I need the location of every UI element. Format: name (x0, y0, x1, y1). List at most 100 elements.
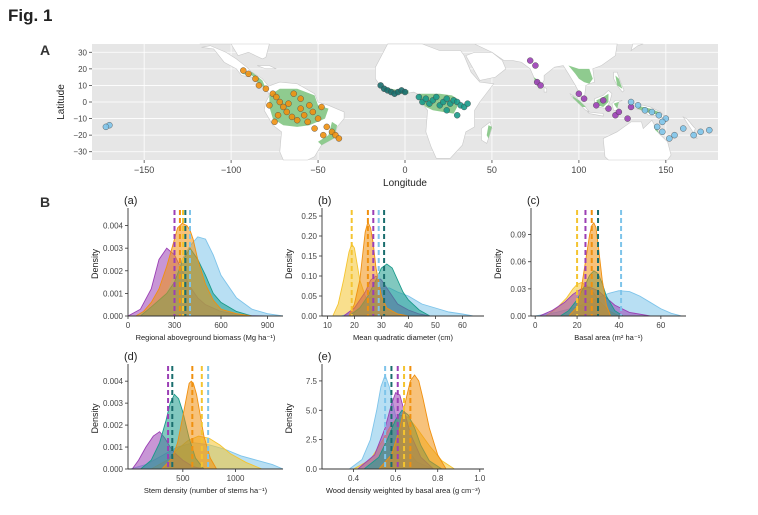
map-plot-point (245, 70, 252, 78)
y-tick-label: 0.10 (301, 272, 317, 281)
forest-madagascar (486, 125, 492, 139)
map-plot-point (271, 118, 278, 126)
map-plot-point (283, 108, 290, 116)
map-plot-point (262, 85, 270, 92)
y-axis-title: Density (90, 403, 100, 434)
map-plot-point (634, 102, 642, 109)
x-tick-label: 1.0 (474, 474, 486, 483)
map-plot-point (290, 90, 297, 97)
density-curve (134, 222, 253, 317)
x-axis-title: Wood density weighted by basal area (g c… (326, 486, 481, 495)
map-y-tick-label: −10 (73, 115, 87, 124)
x-tick-label: 40 (404, 321, 413, 330)
forest-southeast-asia (568, 65, 593, 84)
forest-atlantic (318, 121, 338, 146)
map-plot-point (297, 95, 304, 102)
map-y-tick-label: 0 (83, 98, 88, 107)
map-y-axis-title: Latitude (56, 84, 67, 120)
land-japan (630, 43, 644, 52)
x-axis-title: Regional aboveground biomass (Mg ha⁻¹) (136, 333, 276, 342)
y-tick-label: 0.001 (103, 443, 124, 452)
map-plot-point (527, 57, 534, 64)
map-plot-point (532, 62, 539, 69)
map-plot-point (655, 112, 663, 119)
y-tick-label: 0.003 (103, 244, 124, 253)
x-tick-label: 300 (168, 321, 182, 330)
map-y-tick-label: 20 (78, 65, 87, 74)
density-panel-d: (d) 0.000 0.001 0.002 0.003 0.004 500 1000 Stem … (90, 351, 284, 495)
map-plot-point (288, 113, 296, 121)
density-panel-a: (a) 0.000 0.001 0.002 0.003 0.004 0 300 600 900 Re… (90, 195, 284, 342)
forest-sulawesi (613, 102, 619, 109)
map-plot-point (318, 103, 325, 111)
map-plot-point (443, 107, 450, 114)
y-tick-label: 0.06 (510, 258, 526, 267)
map-plot-point (273, 93, 280, 101)
map-plot-point (297, 105, 304, 112)
y-tick-label: 0.004 (103, 222, 124, 231)
x-tick-label: 0 (533, 321, 538, 330)
map-plot-point (593, 102, 600, 109)
map-plot-point (666, 135, 673, 142)
map-x-tick-label: 150 (658, 165, 673, 175)
map-plot-point (537, 82, 544, 89)
map-plot-point (627, 98, 635, 106)
map-plot-point (641, 107, 649, 114)
map-plot-point (311, 125, 318, 132)
map-plot-point (323, 123, 330, 131)
y-axis-title: Density (284, 403, 294, 434)
land-caribbean (257, 65, 277, 70)
map-plot-point (659, 128, 666, 136)
x-tick-label: 20 (350, 321, 359, 330)
y-tick-label: 0.000 (103, 312, 124, 321)
x-axis-title: Basal area (m² ha⁻¹) (574, 333, 643, 342)
y-tick-label: 0.004 (103, 377, 124, 386)
map-plot-point (285, 100, 292, 107)
map-plot-point (274, 112, 282, 119)
y-tick-label: 0.0 (306, 465, 318, 474)
map-x-tick-label: 0 (402, 165, 407, 175)
y-axis-title: Density (90, 248, 100, 279)
density-panel-e: (e) 0.0 2.5 5.0 7.5 0.4 0.6 0.8 1.0 Wood density … (284, 351, 486, 495)
land-north-america (199, 43, 270, 60)
panel-a-label: (a) (124, 195, 137, 207)
map-plot-point (300, 112, 308, 119)
map-x-tick-label: 100 (571, 165, 586, 175)
x-axis-title: Mean quadratic diameter (cm) (353, 333, 454, 342)
world-map: −150 −100 −50 0 50 100 150−30−20−100102030Long… (56, 43, 718, 189)
y-tick-label: 0.002 (103, 421, 124, 430)
map-y-tick-label: 30 (78, 48, 87, 57)
y-tick-label: 0.003 (103, 399, 124, 408)
map-plot-point (706, 126, 713, 134)
map-plot-point (401, 88, 409, 96)
x-tick-label: 10 (323, 321, 332, 330)
map-plot-point (240, 67, 247, 74)
y-axis-title: Density (493, 248, 503, 279)
map-plot-point (276, 98, 283, 106)
x-tick-label: 1000 (227, 474, 245, 483)
panel-c-label: (c) (527, 195, 540, 207)
map-plot-point (600, 97, 607, 104)
map-plot-point (255, 82, 263, 89)
y-tick-label: 0.002 (103, 267, 124, 276)
y-tick-label: 0.20 (301, 232, 317, 241)
map-plot-point (697, 128, 704, 136)
map-plot-point (293, 117, 301, 124)
map-plot-point (252, 75, 259, 83)
map-plot-point (671, 131, 678, 139)
map-x-tick-label: −50 (310, 165, 325, 175)
map-plot-point (453, 112, 461, 119)
y-tick-label: 0.00 (510, 312, 526, 321)
map-x-tick-label: −150 (134, 165, 154, 175)
x-tick-label: 30 (377, 321, 386, 330)
map-plot-point (314, 115, 322, 122)
x-tick-label: 500 (176, 474, 190, 483)
figure-title: Fig. 1 (8, 6, 53, 25)
x-tick-label: 600 (214, 321, 228, 330)
map-plot-point (443, 95, 450, 102)
y-tick-label: 2.5 (306, 436, 318, 445)
panel-b-label: B (40, 194, 51, 210)
map-plot-point (335, 135, 343, 142)
density-panel-c: (c) 0.00 0.03 0.06 0.09 0 20 40 60 Basal area (m²… (493, 195, 686, 342)
